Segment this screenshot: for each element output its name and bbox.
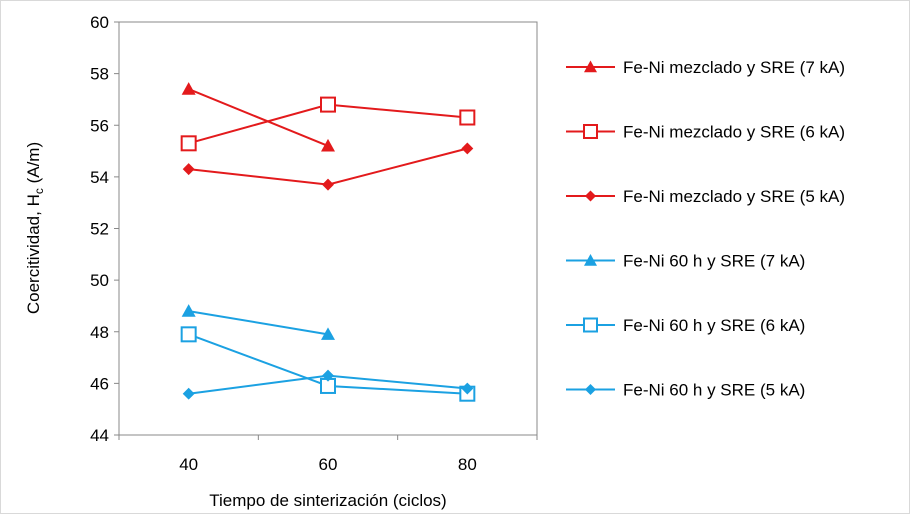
square-marker bbox=[583, 317, 598, 333]
y-tick-label: 58 bbox=[90, 65, 109, 84]
x-tick-label: 40 bbox=[179, 455, 198, 474]
diamond-marker bbox=[584, 190, 597, 202]
legend-item: Fe-Ni 60 h y SRE (5 kA) bbox=[566, 381, 805, 400]
triangle-marker bbox=[181, 304, 196, 317]
series-line bbox=[188, 88, 329, 147]
legend-label: Fe-Ni 60 h y SRE (6 kA) bbox=[623, 316, 805, 335]
series-3 bbox=[182, 142, 474, 191]
legend-label: Fe-Ni mezclado y SRE (7 kA) bbox=[623, 58, 845, 77]
x-tick-label: 60 bbox=[319, 455, 338, 474]
square-marker bbox=[320, 96, 336, 113]
y-axis: 44 46 48 50 52 54 56 58 60 bbox=[90, 13, 119, 445]
y-tick-label: 48 bbox=[90, 323, 109, 342]
y-tick-label: 54 bbox=[90, 168, 109, 187]
y-axis-label: Coercitividad, Hc (A/m) bbox=[24, 142, 46, 314]
diamond-marker bbox=[461, 382, 474, 395]
legend-item: Fe-Ni mezclado y SRE (7 kA) bbox=[566, 58, 845, 77]
legend: Fe-Ni mezclado y SRE (7 kA) Fe-Ni mezclad… bbox=[566, 58, 845, 400]
triangle-marker bbox=[584, 254, 597, 266]
square-marker bbox=[180, 135, 197, 152]
y-tick-label: 56 bbox=[90, 116, 109, 135]
triangle-marker bbox=[321, 138, 335, 152]
diamond-marker bbox=[182, 163, 195, 176]
y-tick-label: 60 bbox=[90, 13, 109, 32]
legend-item: Fe-Ni mezclado y SRE (5 kA) bbox=[566, 187, 845, 206]
y-tick-label: 44 bbox=[90, 426, 109, 445]
series-6 bbox=[182, 369, 474, 400]
x-axis: 40 60 80 bbox=[118, 435, 538, 474]
legend-item: Fe-Ni 60 h y SRE (7 kA) bbox=[566, 252, 805, 271]
y-tick-label: 50 bbox=[90, 271, 109, 290]
diamond-marker bbox=[322, 178, 334, 191]
triangle-marker bbox=[321, 327, 335, 340]
x-axis-label: Tiempo de sinterización (ciclos) bbox=[209, 491, 446, 510]
y-axis-label-unit: (A/m) bbox=[24, 142, 43, 188]
diamond-marker bbox=[322, 369, 334, 382]
legend-label: Fe-Ni mezclado y SRE (5 kA) bbox=[623, 187, 845, 206]
legend-item: Fe-Ni 60 h y SRE (6 kA) bbox=[566, 316, 805, 335]
series-2 bbox=[180, 96, 476, 152]
x-tick-label: 80 bbox=[458, 455, 477, 474]
triangle-marker bbox=[584, 60, 597, 73]
square-marker bbox=[180, 326, 197, 343]
legend-label: Fe-Ni 60 h y SRE (5 kA) bbox=[623, 381, 805, 400]
diamond-marker bbox=[584, 383, 597, 396]
y-tick-label: 52 bbox=[90, 220, 109, 239]
series-layer bbox=[180, 82, 476, 402]
series-line bbox=[188, 310, 329, 336]
legend-item: Fe-Ni mezclado y SRE (6 kA) bbox=[566, 123, 845, 142]
square-marker bbox=[583, 124, 598, 139]
legend-label: Fe-Ni 60 h y SRE (7 kA) bbox=[623, 252, 805, 271]
y-axis-label-main: Coercitividad, H bbox=[24, 194, 43, 314]
y-axis-label-subscript: c bbox=[32, 188, 46, 194]
triangle-marker bbox=[181, 82, 196, 95]
series-4 bbox=[181, 304, 335, 340]
legend-label: Fe-Ni mezclado y SRE (6 kA) bbox=[623, 123, 845, 142]
diamond-marker bbox=[461, 142, 474, 155]
square-marker bbox=[459, 109, 476, 126]
series-1 bbox=[181, 82, 335, 152]
y-tick-label: 46 bbox=[90, 374, 109, 393]
diamond-marker bbox=[182, 387, 195, 400]
